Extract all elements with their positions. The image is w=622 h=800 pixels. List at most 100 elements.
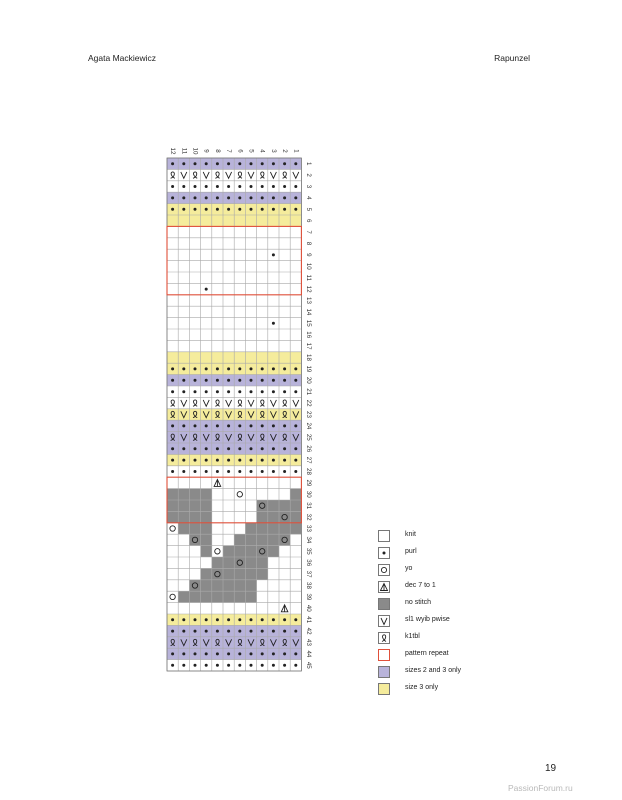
purl-dot-icon <box>227 629 231 633</box>
chart-cell <box>189 602 201 614</box>
chart-cell <box>279 272 291 284</box>
chart-cell <box>234 579 246 592</box>
purl-dot-icon <box>283 185 287 188</box>
chart-cell <box>234 329 246 341</box>
chart-cell <box>189 260 201 272</box>
chart-cell <box>167 329 179 341</box>
purl-dot-icon <box>227 378 231 382</box>
row-label: 23 <box>305 411 312 418</box>
chart-cell <box>245 557 257 569</box>
chart-cell <box>267 579 279 592</box>
purl-dot-icon <box>260 185 264 188</box>
purl-dot-icon <box>227 618 231 622</box>
purl-dot-icon <box>204 458 208 462</box>
chart-cell <box>256 237 268 250</box>
purl-dot-icon <box>283 196 287 200</box>
yo-circle-icon <box>214 548 221 555</box>
purl-dot-icon <box>182 618 186 622</box>
row-label: 26 <box>305 445 312 452</box>
purl-dot-icon <box>193 663 197 667</box>
chart-cell <box>267 545 279 557</box>
chart-cell <box>279 294 291 307</box>
purl-dot-icon <box>294 162 298 166</box>
chart-cell <box>245 260 257 272</box>
purl-dot-icon <box>193 162 197 166</box>
purl-dot-icon <box>215 470 219 473</box>
chart-cell <box>211 306 223 318</box>
chart-cell <box>267 522 279 535</box>
purl-dot-icon <box>171 207 175 211</box>
chart-cell <box>200 294 212 307</box>
chart-cell <box>234 602 246 614</box>
chart-cell <box>267 408 279 421</box>
purl-dot-icon <box>182 447 186 451</box>
chart-cell <box>178 522 190 535</box>
purl-dot-icon <box>204 618 208 622</box>
watermark: PassionForum.ru <box>508 783 573 793</box>
chart-cell <box>189 272 201 284</box>
chart-cell <box>200 260 212 272</box>
purl-dot-icon <box>271 378 275 382</box>
chart-cell <box>178 579 190 592</box>
k1tbl-loop-icon <box>237 433 243 441</box>
row-label: 18 <box>305 354 312 361</box>
row-label: 19 <box>305 365 312 372</box>
row-label: 37 <box>305 571 312 578</box>
chart-cell <box>167 431 179 443</box>
chart-cell <box>234 636 246 649</box>
chart-cell <box>256 169 268 181</box>
chart-cell <box>200 636 212 649</box>
chart-cell <box>167 488 179 500</box>
chart-cell <box>245 477 257 489</box>
row-label: 1 <box>305 162 312 166</box>
purl-dot-icon <box>249 378 253 382</box>
chart-cell <box>245 579 257 592</box>
chart-cell <box>223 329 235 341</box>
slip-v-icon <box>247 433 255 442</box>
slip-v-icon <box>180 411 188 419</box>
chart-cell <box>267 329 279 341</box>
chart-cell <box>256 272 268 284</box>
purl-dot-icon <box>238 378 242 382</box>
purl-dot-icon <box>238 207 242 211</box>
chart-cell <box>290 500 302 512</box>
purl-dot-icon <box>283 447 287 451</box>
purl-dot-icon <box>215 618 219 622</box>
purl-dot-icon <box>249 470 253 473</box>
chart-cell <box>234 260 246 272</box>
row-label: 31 <box>305 502 312 509</box>
k1tbl-loop-icon <box>282 638 288 647</box>
purl-dot-icon <box>260 390 264 394</box>
row-label: 28 <box>305 468 312 475</box>
purl-dot-icon <box>193 652 197 656</box>
purl-dot-icon <box>182 185 186 188</box>
purl-dot-icon <box>238 162 242 166</box>
chart-cell <box>189 237 201 250</box>
row-label: 25 <box>305 434 312 441</box>
chart-border <box>166 157 302 672</box>
purl-dot-icon <box>171 185 175 188</box>
chart-cell <box>211 522 223 535</box>
purl-dot-icon <box>238 629 242 633</box>
chart-cell <box>223 169 235 181</box>
k1tbl-loop-icon <box>282 433 288 441</box>
chart-cell <box>290 568 302 580</box>
chart-cell <box>223 500 235 512</box>
chart-cell <box>178 534 190 546</box>
chart-cell <box>200 568 212 580</box>
purl-dot-icon <box>193 207 197 211</box>
chart-cell <box>211 431 223 443</box>
purl-dot-icon <box>182 652 186 656</box>
legend-label: purl <box>405 548 417 555</box>
chart-cell <box>245 329 257 341</box>
slip-v-icon <box>292 411 300 419</box>
legend-label: no stitch <box>405 599 432 606</box>
purl-dot-icon <box>260 458 264 462</box>
chart-cell <box>211 329 223 341</box>
slip-v-icon <box>202 411 210 419</box>
purl-dot-icon <box>283 652 287 656</box>
chart-cell <box>200 591 212 603</box>
chart-cell <box>200 215 212 227</box>
purl-dot-icon <box>249 652 253 656</box>
chart-cell <box>200 397 212 409</box>
